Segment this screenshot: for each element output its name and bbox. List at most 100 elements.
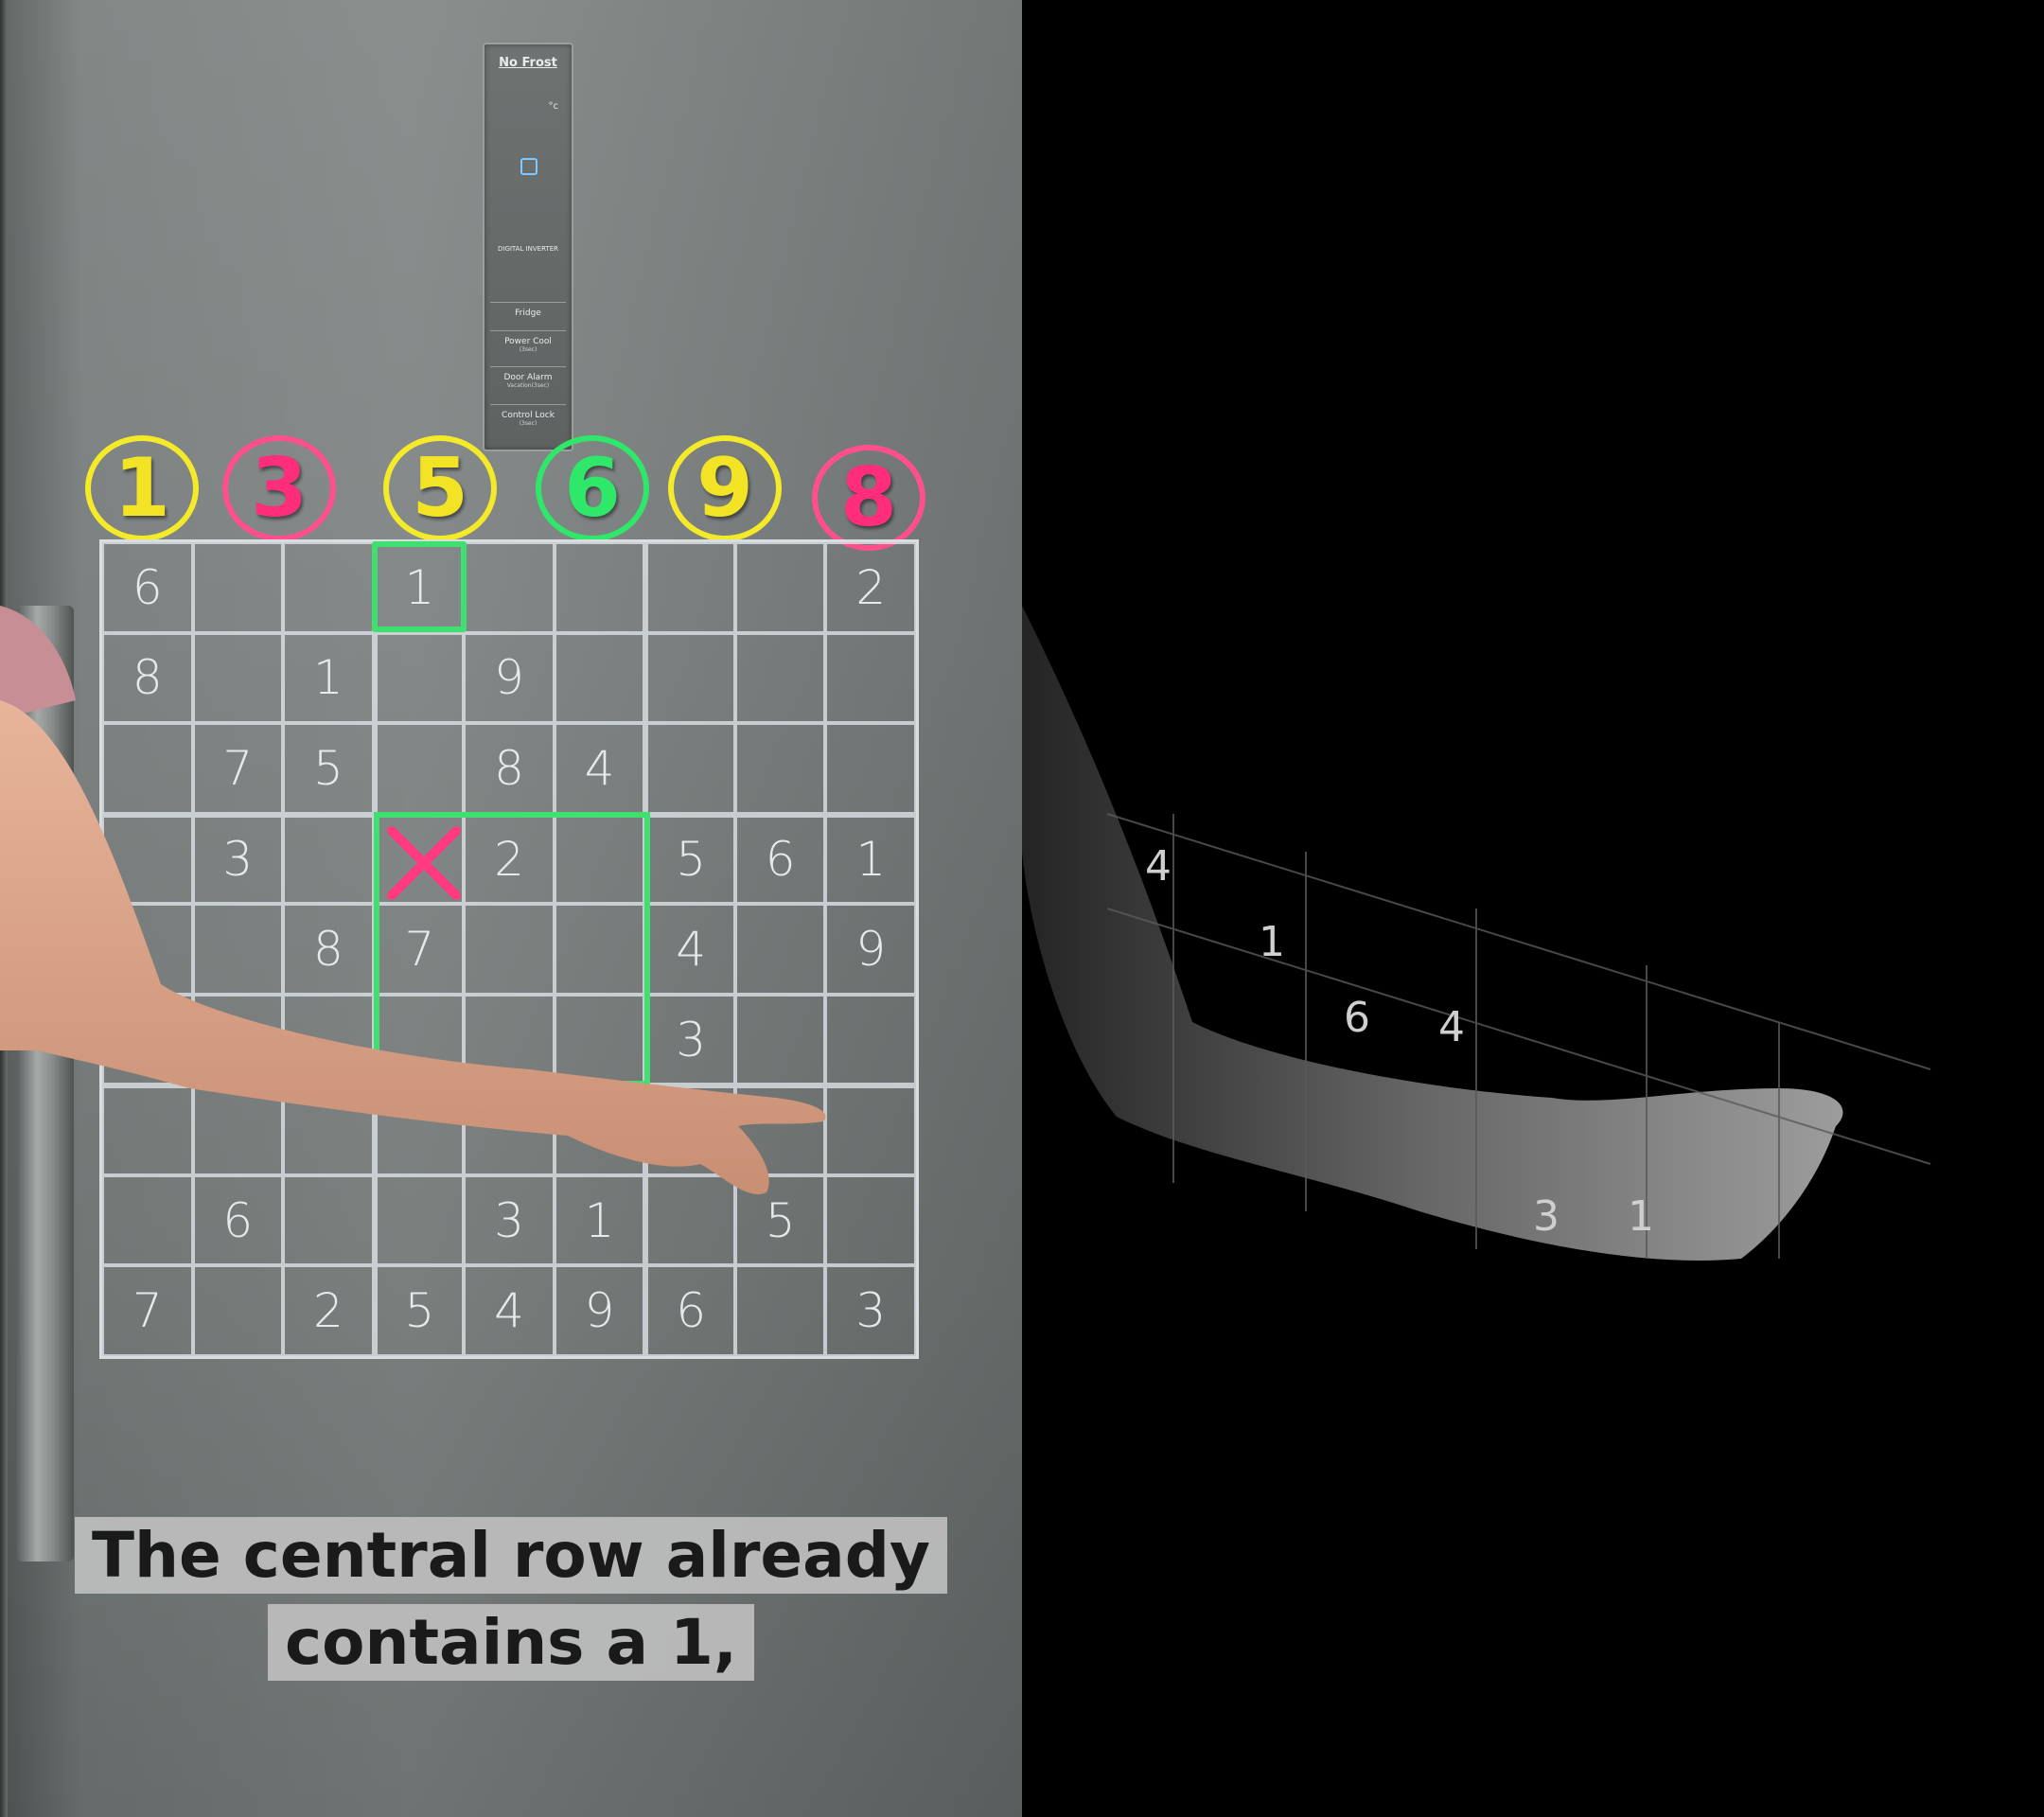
sudoku-cell: 5 (283, 723, 374, 814)
sudoku-cell (283, 1174, 374, 1266)
sudoku-cell (192, 904, 284, 995)
sudoku-cell (102, 994, 193, 1085)
magnet-digit: 8 (812, 445, 925, 551)
sudoku-cell (734, 994, 826, 1085)
magnet-digit-label: 8 (840, 450, 897, 545)
sudoku-cell: 3 (825, 1265, 916, 1356)
sudoku-cell (644, 723, 735, 814)
highlighted-cell (372, 541, 467, 632)
magnet-digit: 5 (383, 435, 497, 541)
sudoku-cell (192, 994, 284, 1085)
panel-button-sub: (3sec) (519, 346, 537, 353)
sudoku-cell (464, 1085, 555, 1175)
magnet-digit-label: 3 (251, 441, 308, 536)
magnet-digit: 3 (222, 435, 336, 541)
magnet-digit: 9 (668, 435, 782, 541)
sudoku-cell: 1 (825, 813, 916, 905)
panel-button-label: Power Cool (504, 337, 552, 346)
panel-digital-label: DIGITAL INVERTER (497, 245, 559, 253)
sudoku-cell: 3 (464, 1174, 555, 1266)
sudoku-cell (192, 1085, 284, 1175)
sudoku-cell (825, 723, 916, 814)
sudoku-cell (192, 542, 284, 633)
sudoku-cell (373, 1085, 465, 1175)
sudoku-cell: 6 (734, 813, 826, 905)
panel-degree: °c (548, 101, 559, 112)
sudoku-cell (554, 1085, 645, 1175)
magnet-digit-label: 6 (564, 441, 621, 536)
sudoku-cell (102, 723, 193, 814)
sudoku-cell: 8 (102, 632, 193, 724)
sudoku-cell: 7 (192, 723, 284, 814)
panel-button-label: Door Alarm (503, 373, 553, 382)
panel-led-icon (520, 158, 537, 175)
panel-button-door-alarm: Door Alarm Vacation(3sec) (490, 366, 566, 389)
sudoku-cell: 4 (644, 904, 735, 995)
cross-mark-icon (387, 826, 461, 900)
right-grid-digit: 1 (1628, 1192, 1654, 1241)
sudoku-cell (373, 632, 465, 724)
sudoku-cell (734, 723, 826, 814)
sudoku-cell (825, 1085, 916, 1175)
sudoku-cell (102, 1085, 193, 1175)
sudoku-cell: 9 (825, 904, 916, 995)
sudoku-cell: 3 (192, 813, 284, 905)
sudoku-cell: 2 (825, 542, 916, 633)
sudoku-cell (283, 542, 374, 633)
sudoku-cell: 4 (554, 723, 645, 814)
sudoku-cell: 9 (554, 1265, 645, 1356)
caption-line-1: The central row already (75, 1517, 947, 1594)
right-grid-digit: 4 (1438, 1003, 1465, 1051)
right-grid-digit: 1 (1259, 918, 1285, 966)
magnet-digit-label: 5 (412, 441, 468, 536)
grayscale-arm-view: 4 1 6 4 3 1 (1022, 606, 1931, 1261)
sudoku-cell (734, 542, 826, 633)
sudoku-cell: 4 (464, 1265, 555, 1356)
sudoku-cell: 8 (464, 723, 555, 814)
sudoku-cell: 3 (644, 994, 735, 1085)
sudoku-cell (102, 813, 193, 905)
magnet-digit-label: 9 (696, 441, 753, 536)
right-grid-digit: 6 (1344, 994, 1370, 1042)
sudoku-cell (825, 994, 916, 1085)
sudoku-cell: 1 (283, 632, 374, 724)
sudoku-cell: 5 (734, 1174, 826, 1266)
sudoku-cell: 5 (373, 1265, 465, 1356)
sudoku-cell (644, 1085, 735, 1175)
sudoku-cell: 1 (554, 1174, 645, 1266)
door-handle (17, 606, 74, 1561)
sudoku-cell (102, 904, 193, 995)
right-grid-digit: 4 (1145, 842, 1172, 891)
sudoku-cell: 9 (464, 632, 555, 724)
sudoku-cell (644, 1174, 735, 1266)
depth-view-panel: 4 1 6 4 3 1 (1022, 0, 2044, 1817)
fridge-control-panel: No Frost °c DIGITAL INVERTER Fridge Powe… (483, 43, 573, 451)
sudoku-cell: 6 (192, 1174, 284, 1266)
sudoku-cell (192, 632, 284, 724)
sudoku-cell (644, 542, 735, 633)
sudoku-cell: 2 (283, 1265, 374, 1356)
panel-button-fridge: Fridge (490, 302, 566, 318)
sudoku-cell: 7 (102, 1265, 193, 1356)
magnet-digit: 6 (536, 435, 649, 541)
sudoku-cell (644, 632, 735, 724)
sudoku-cell (734, 1085, 826, 1175)
sudoku-cell (464, 542, 555, 633)
magnet-digit-label: 1 (114, 441, 170, 536)
sudoku-cell (734, 1265, 826, 1356)
sudoku-cell (825, 1174, 916, 1266)
subtitle-caption: The central row already contains a 1, (0, 1512, 1022, 1686)
panel-button-sub: Vacation(3sec) (506, 382, 550, 389)
fridge-door-panel: No Frost °c DIGITAL INVERTER Fridge Powe… (0, 0, 1022, 1817)
right-grid-digit: 3 (1533, 1192, 1559, 1241)
sudoku-cell (554, 542, 645, 633)
caption-line-2: contains a 1, (268, 1604, 754, 1681)
panel-button-label: Control Lock (502, 411, 555, 420)
panel-button-control-lock: Control Lock (3sec) (490, 404, 566, 427)
sudoku-cell: 5 (644, 813, 735, 905)
sudoku-cell (825, 632, 916, 724)
sudoku-cell (734, 632, 826, 724)
sudoku-cell: 6 (644, 1265, 735, 1356)
panel-button-power-cool: Power Cool (3sec) (490, 330, 566, 353)
sudoku-cell (283, 1085, 374, 1175)
